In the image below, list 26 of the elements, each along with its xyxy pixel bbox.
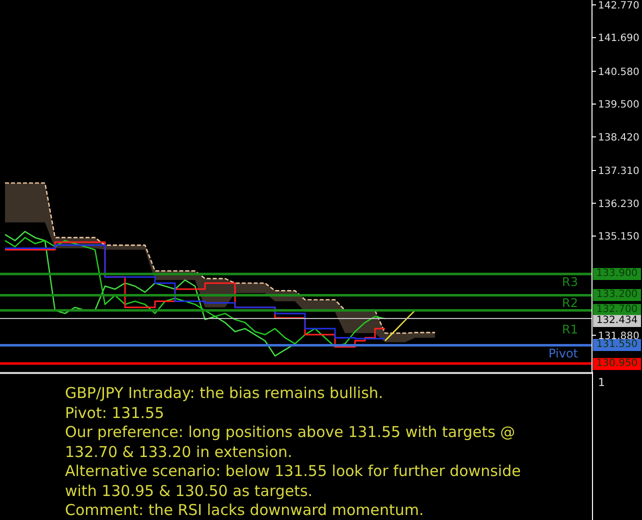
y-tick-label: 136.230 [598,198,640,210]
text: GBP/JPY Intraday: the bias remains bullish. [65,384,384,404]
text: 133.900 [593,268,641,280]
text: 132.434 [593,315,641,328]
text: 130.950 [593,358,641,370]
y-tick-label: 141.690 [598,33,640,44]
ref-line-label: Pivot [548,346,578,360]
text: Comment: the RSI lacks downward momentum. [65,501,425,520]
text: 1 [598,376,605,389]
text: 132.700 [593,304,641,316]
y-tick-label: 135.150 [598,232,640,243]
text: with 130.95 & 130.50 as targets. [65,482,314,501]
y-tick-label: 140.580 [598,66,640,78]
y-tick-label: 142.770 [598,0,640,12]
y-tick-label: 137.310 [598,166,640,178]
y-tick-label: 139.500 [598,100,640,111]
ref-line-label: R3 [562,274,578,289]
text: Pivot: 131.55 [65,404,166,423]
ref-line-label: R2 [562,296,578,310]
text: Alternative scenario: below 131.55 look for further downside [65,462,521,482]
ref-line-label: R1 [562,322,578,336]
text: 133.200 [593,289,641,302]
text: Our preference: long positions above 131.55 with targets @ [65,423,516,442]
y-tick-label: 138.420 [598,132,640,144]
text: 132.70 & 133.20 in extension. [65,442,294,462]
text: 131.550 [593,339,641,352]
